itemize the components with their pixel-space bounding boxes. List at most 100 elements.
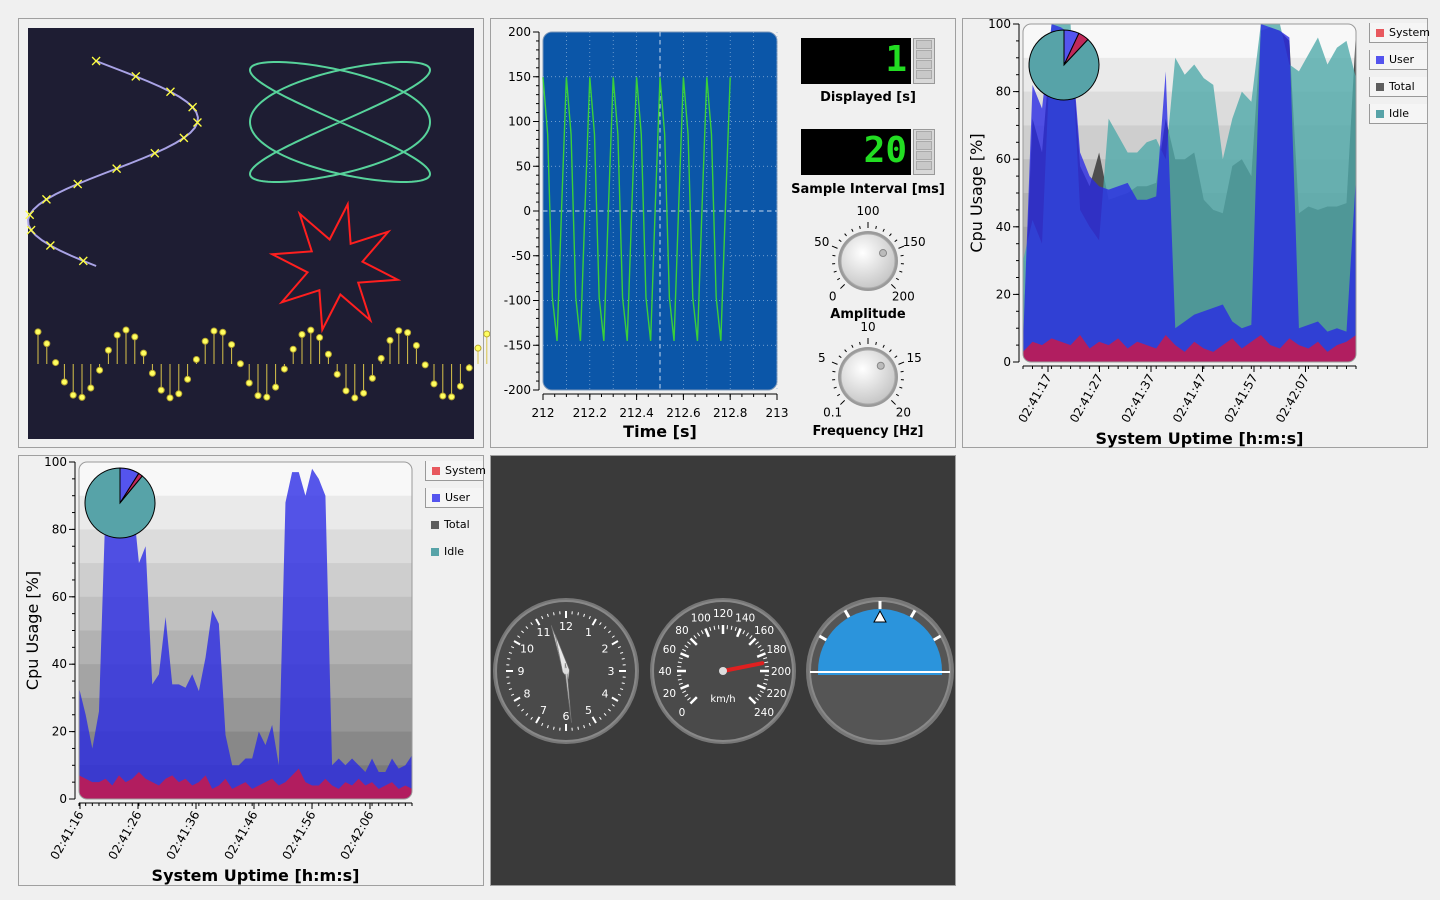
amplitude-knob[interactable]: 0 50 100 150 200 [814, 204, 925, 303]
stick-point [78, 364, 86, 401]
legend-item-system[interactable]: System [1369, 23, 1430, 43]
legend-item-user[interactable]: User [425, 488, 483, 508]
svg-text:6: 6 [563, 710, 570, 723]
cpu-x-tick-label: 02:41:27 [1067, 372, 1106, 426]
curve-sine-point [26, 225, 36, 235]
cpu-x-tick-label: 02:41:57 [1222, 372, 1261, 426]
cpu-series-system [1023, 334, 1356, 362]
svg-text:40: 40 [658, 666, 671, 678]
curve-sine-point [131, 71, 141, 81]
cpu-x-tick-label: 02:41:37 [1119, 372, 1158, 426]
stick-point [412, 342, 420, 364]
legend-label: Idle [1389, 107, 1410, 120]
svg-text:20: 20 [896, 405, 911, 419]
knobs: 0 50 100 150 200 0.1 5 10 15 20 [814, 204, 925, 419]
svg-text:8: 8 [524, 688, 531, 701]
stick-point [456, 364, 464, 390]
stick-point [465, 364, 473, 372]
svg-text:220: 220 [767, 688, 787, 700]
cpu-y-tick-label: 100 [988, 17, 1011, 31]
curves-panel [18, 18, 491, 448]
cpu-canvas-frame [78, 461, 413, 800]
cpu-plot-panel-top: 0 20 40 60 80 100 Cpu Usage [%] 02:41:17 02:41:2… [962, 17, 1430, 448]
stick-point [377, 354, 385, 364]
cpu-x-tick-label: 02:41:26 [106, 809, 145, 863]
stick-point [113, 331, 121, 364]
stick-point [175, 364, 183, 398]
cpu-y-tick-label: 0 [59, 792, 67, 806]
svg-text:140: 140 [735, 612, 755, 624]
amplitude-label: Amplitude [830, 307, 906, 322]
cpu-plot-bottom: 0 20 40 60 80 100 Cpu Usage [%] 02:41:16 02:41:2… [23, 455, 413, 885]
osc-x-tick-label: 213 [766, 406, 789, 420]
stick-point [140, 349, 148, 364]
cpu-y-tick-label: 40 [52, 657, 67, 671]
cpu-y-axis-label: Cpu Usage [%] [967, 133, 986, 252]
svg-text:7: 7 [540, 704, 547, 717]
curve-sine-point [25, 210, 35, 220]
legend-item-total[interactable]: Total [1369, 77, 1427, 97]
curve-sine-point [192, 118, 202, 127]
svg-text:0: 0 [829, 289, 837, 303]
legend-label: System [445, 464, 487, 477]
osc-y-tick-label: 150 [508, 70, 531, 84]
stick-point [421, 361, 429, 369]
osc-y-tick-label: 0 [523, 204, 531, 218]
svg-text:9: 9 [518, 665, 525, 678]
sample-interval-label: Sample Interval [ms] [791, 182, 945, 197]
cpu-x-tick-label: 02:41:56 [280, 809, 319, 863]
speed-needle [721, 661, 765, 673]
curve-sine-point [179, 133, 189, 143]
cpu-y-tick-label: 20 [52, 725, 67, 739]
sample-interval-value: 20 [863, 130, 907, 171]
legend-item-idle[interactable]: Idle [1369, 104, 1427, 124]
legend-item-idle[interactable]: Idle [425, 542, 483, 562]
attitude-roll-tick [843, 609, 851, 619]
legend-item-total[interactable]: Total [425, 515, 483, 535]
svg-text:160: 160 [754, 625, 774, 637]
sample-interval-lcd: 20 [801, 129, 911, 175]
oscilloscope-panel: 200 150 100 50 0 -50 -100 -150 -200 212 212.2 212.4… [490, 18, 956, 448]
stick-point [368, 364, 376, 382]
stick-point [104, 346, 112, 364]
stick-point [210, 327, 218, 364]
osc-y-tick-label: 100 [508, 115, 531, 129]
curves-plot-canvas [25, 28, 491, 439]
curve-sine-point [41, 194, 51, 204]
legend-swatch [1376, 29, 1384, 37]
svg-text:200: 200 [771, 666, 791, 678]
legend-item-user[interactable]: User [1369, 50, 1427, 70]
stick-point [263, 364, 271, 401]
svg-text:100: 100 [857, 204, 880, 218]
curve-sine-point [78, 256, 88, 266]
stick-point [404, 329, 412, 364]
osc-x-tick-label: 212.2 [573, 406, 607, 420]
displayed-value: 1 [885, 39, 907, 80]
osc-x-tick-label: 212.4 [619, 406, 653, 420]
svg-text:50: 50 [814, 235, 829, 249]
legend-swatch [431, 548, 439, 556]
sample-interval-wheel[interactable] [913, 129, 935, 175]
displayed-wheel[interactable] [913, 38, 935, 84]
svg-text:5: 5 [585, 704, 592, 717]
stick-point [386, 336, 394, 364]
cpu-y-tick-label: 80 [996, 85, 1011, 99]
stick-point [307, 326, 315, 364]
svg-text:2: 2 [601, 643, 608, 656]
frequency-knob[interactable]: 0.1 5 10 15 20 [818, 320, 922, 419]
legend-swatch [1376, 56, 1384, 64]
dials-panel: 12 1 2 3 4 5 6 7 8 9 10 11 0 20 40 60 80 100 120 140 160 180 2… [490, 455, 956, 886]
svg-text:80: 80 [675, 625, 688, 637]
svg-text:5: 5 [818, 351, 826, 365]
curve-sine-point [73, 179, 83, 189]
stick-point [333, 364, 341, 378]
svg-text:3: 3 [608, 665, 615, 678]
cpu-x-tick-label: 02:42:07 [1273, 372, 1312, 426]
stick-point [430, 364, 438, 388]
legend-item-system[interactable]: System [425, 461, 487, 481]
stick-point [439, 364, 447, 400]
curve-sine-point [188, 102, 198, 112]
stick-point [360, 364, 368, 397]
cpu-x-tick-label: 02:41:16 [48, 809, 87, 863]
